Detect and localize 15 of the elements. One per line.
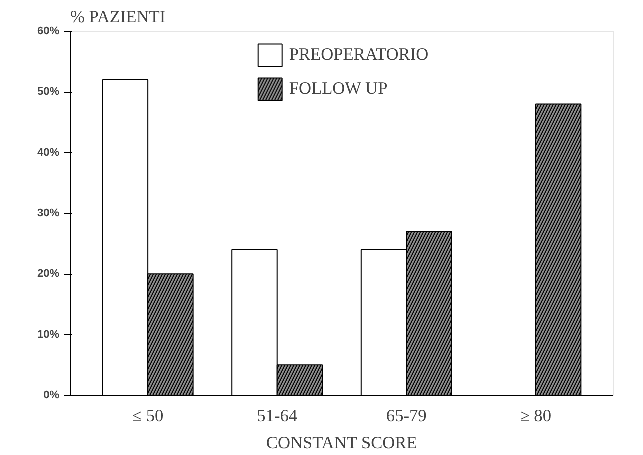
y-tick-label: 30%: [37, 208, 60, 220]
y-tick-label: 40%: [37, 146, 60, 159]
y-tick-label: 10%: [37, 328, 60, 341]
x-tick-label: 65-79: [386, 406, 427, 426]
x-tick-label: ≤ 50: [132, 406, 164, 426]
x-tick-label: ≥ 80: [520, 406, 552, 426]
y-tick-label: 0%: [44, 390, 60, 402]
y-tick-label: 20%: [37, 268, 60, 280]
y-tick-label: 50%: [37, 86, 60, 98]
x-tick-label: 51-64: [257, 406, 298, 426]
legend-label: PREOPERATORIO: [289, 45, 429, 65]
y-tick-label: 60%: [37, 26, 60, 38]
legend-label: FOLLOW UP: [289, 79, 388, 99]
x-axis-title: CONSTANT SCORE: [266, 434, 418, 452]
y-axis-title: % PAZIENTI: [70, 8, 166, 26]
